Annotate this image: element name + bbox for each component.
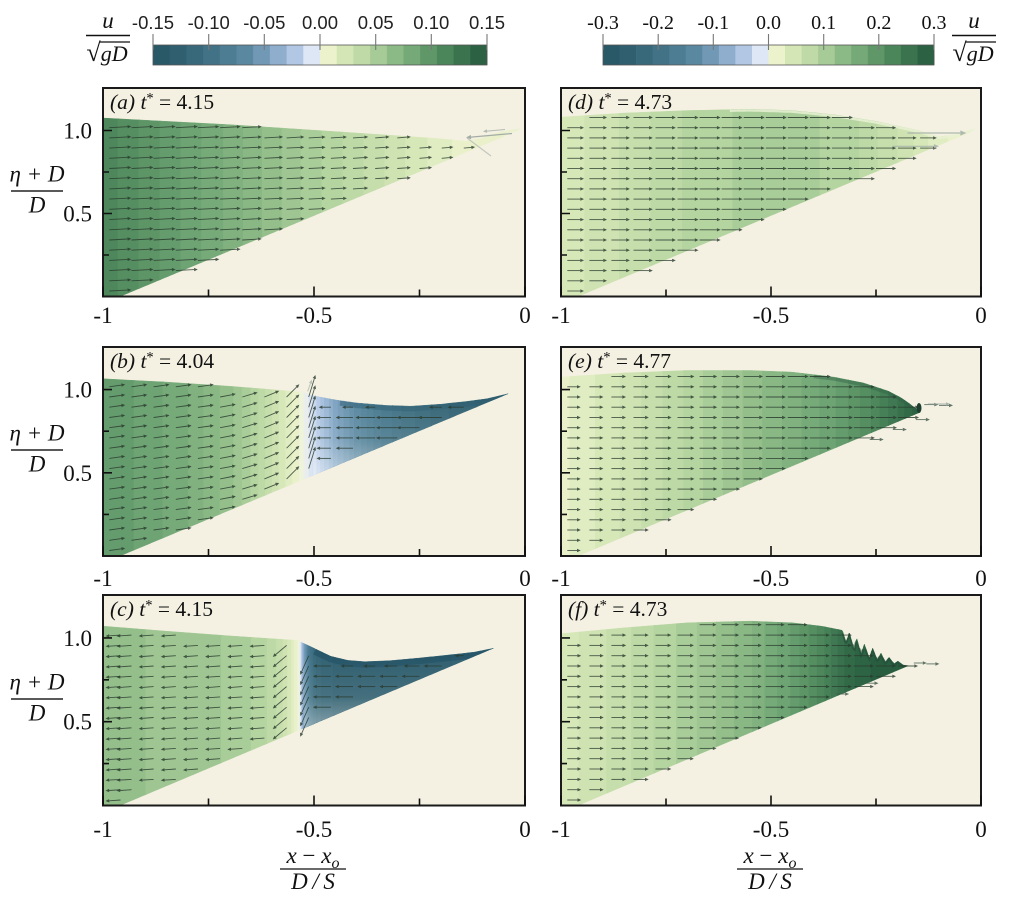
svg-text:-0.5: -0.5 <box>753 566 789 591</box>
svg-text:(d) t* = 4.73: (d) t* = 4.73 <box>568 90 672 114</box>
svg-text:0: 0 <box>519 303 531 328</box>
svg-text:0.0: 0.0 <box>756 12 781 34</box>
svg-text:1.0: 1.0 <box>63 626 92 651</box>
svg-text:u: u <box>968 8 980 33</box>
svg-text:0.05: 0.05 <box>358 12 394 33</box>
svg-text:-1: -1 <box>93 566 112 591</box>
svg-text:-0.5: -0.5 <box>296 817 332 842</box>
svg-text:(a) t* = 4.15: (a) t* = 4.15 <box>110 90 214 114</box>
svg-text:(e) t* = 4.77: (e) t* = 4.77 <box>568 349 671 373</box>
svg-text:D: D <box>28 452 46 477</box>
svg-text:D / S: D / S <box>747 869 792 894</box>
svg-text:0.5: 0.5 <box>63 710 92 735</box>
svg-text:-0.2: -0.2 <box>642 12 674 34</box>
svg-text:-1: -1 <box>551 566 570 591</box>
svg-text:0: 0 <box>975 566 987 591</box>
svg-text:x − xo: x − xo <box>286 843 340 872</box>
svg-text:0.15: 0.15 <box>469 12 505 33</box>
svg-text:√gD: √gD <box>952 38 993 67</box>
svg-text:1.0: 1.0 <box>63 118 92 143</box>
svg-text:-0.5: -0.5 <box>296 303 332 328</box>
svg-text:(b) t* = 4.04: (b) t* = 4.04 <box>110 349 214 373</box>
svg-text:-0.10: -0.10 <box>188 12 230 33</box>
svg-text:-0.5: -0.5 <box>753 303 789 328</box>
svg-text:0.10: 0.10 <box>413 12 449 33</box>
svg-text:η + D: η + D <box>9 669 64 694</box>
svg-text:0: 0 <box>519 566 531 591</box>
svg-text:0: 0 <box>975 303 987 328</box>
svg-text:D / S: D / S <box>290 869 335 894</box>
svg-text:1.0: 1.0 <box>63 378 92 403</box>
svg-text:D: D <box>28 700 46 725</box>
svg-text:0.2: 0.2 <box>866 12 891 34</box>
svg-text:(c) t* = 4.15: (c) t* = 4.15 <box>110 597 213 621</box>
svg-text:-0.5: -0.5 <box>296 566 332 591</box>
svg-text:0: 0 <box>519 817 531 842</box>
svg-text:-0.5: -0.5 <box>753 817 789 842</box>
svg-text:0.3: 0.3 <box>922 12 947 34</box>
svg-text:u: u <box>102 8 114 33</box>
svg-text:-0.3: -0.3 <box>587 12 619 34</box>
svg-text:-1: -1 <box>551 303 570 328</box>
svg-text:-1: -1 <box>551 817 570 842</box>
svg-text:0.00: 0.00 <box>302 12 338 33</box>
svg-text:0.1: 0.1 <box>811 12 836 34</box>
svg-text:-0.1: -0.1 <box>697 12 729 34</box>
svg-text:x − xo: x − xo <box>743 843 797 872</box>
svg-text:0.5: 0.5 <box>63 461 92 486</box>
svg-text:0: 0 <box>975 817 987 842</box>
svg-text:0.5: 0.5 <box>63 201 92 226</box>
svg-text:D: D <box>28 192 46 217</box>
svg-text:-0.15: -0.15 <box>132 12 174 33</box>
svg-text:η + D: η + D <box>9 161 64 186</box>
svg-text:-1: -1 <box>93 817 112 842</box>
svg-text:-1: -1 <box>93 303 112 328</box>
svg-text:η + D: η + D <box>9 421 64 446</box>
svg-text:√gD: √gD <box>86 38 127 67</box>
svg-text:(f) t* = 4.73: (f) t* = 4.73 <box>568 597 667 621</box>
svg-text:-0.05: -0.05 <box>243 12 285 33</box>
